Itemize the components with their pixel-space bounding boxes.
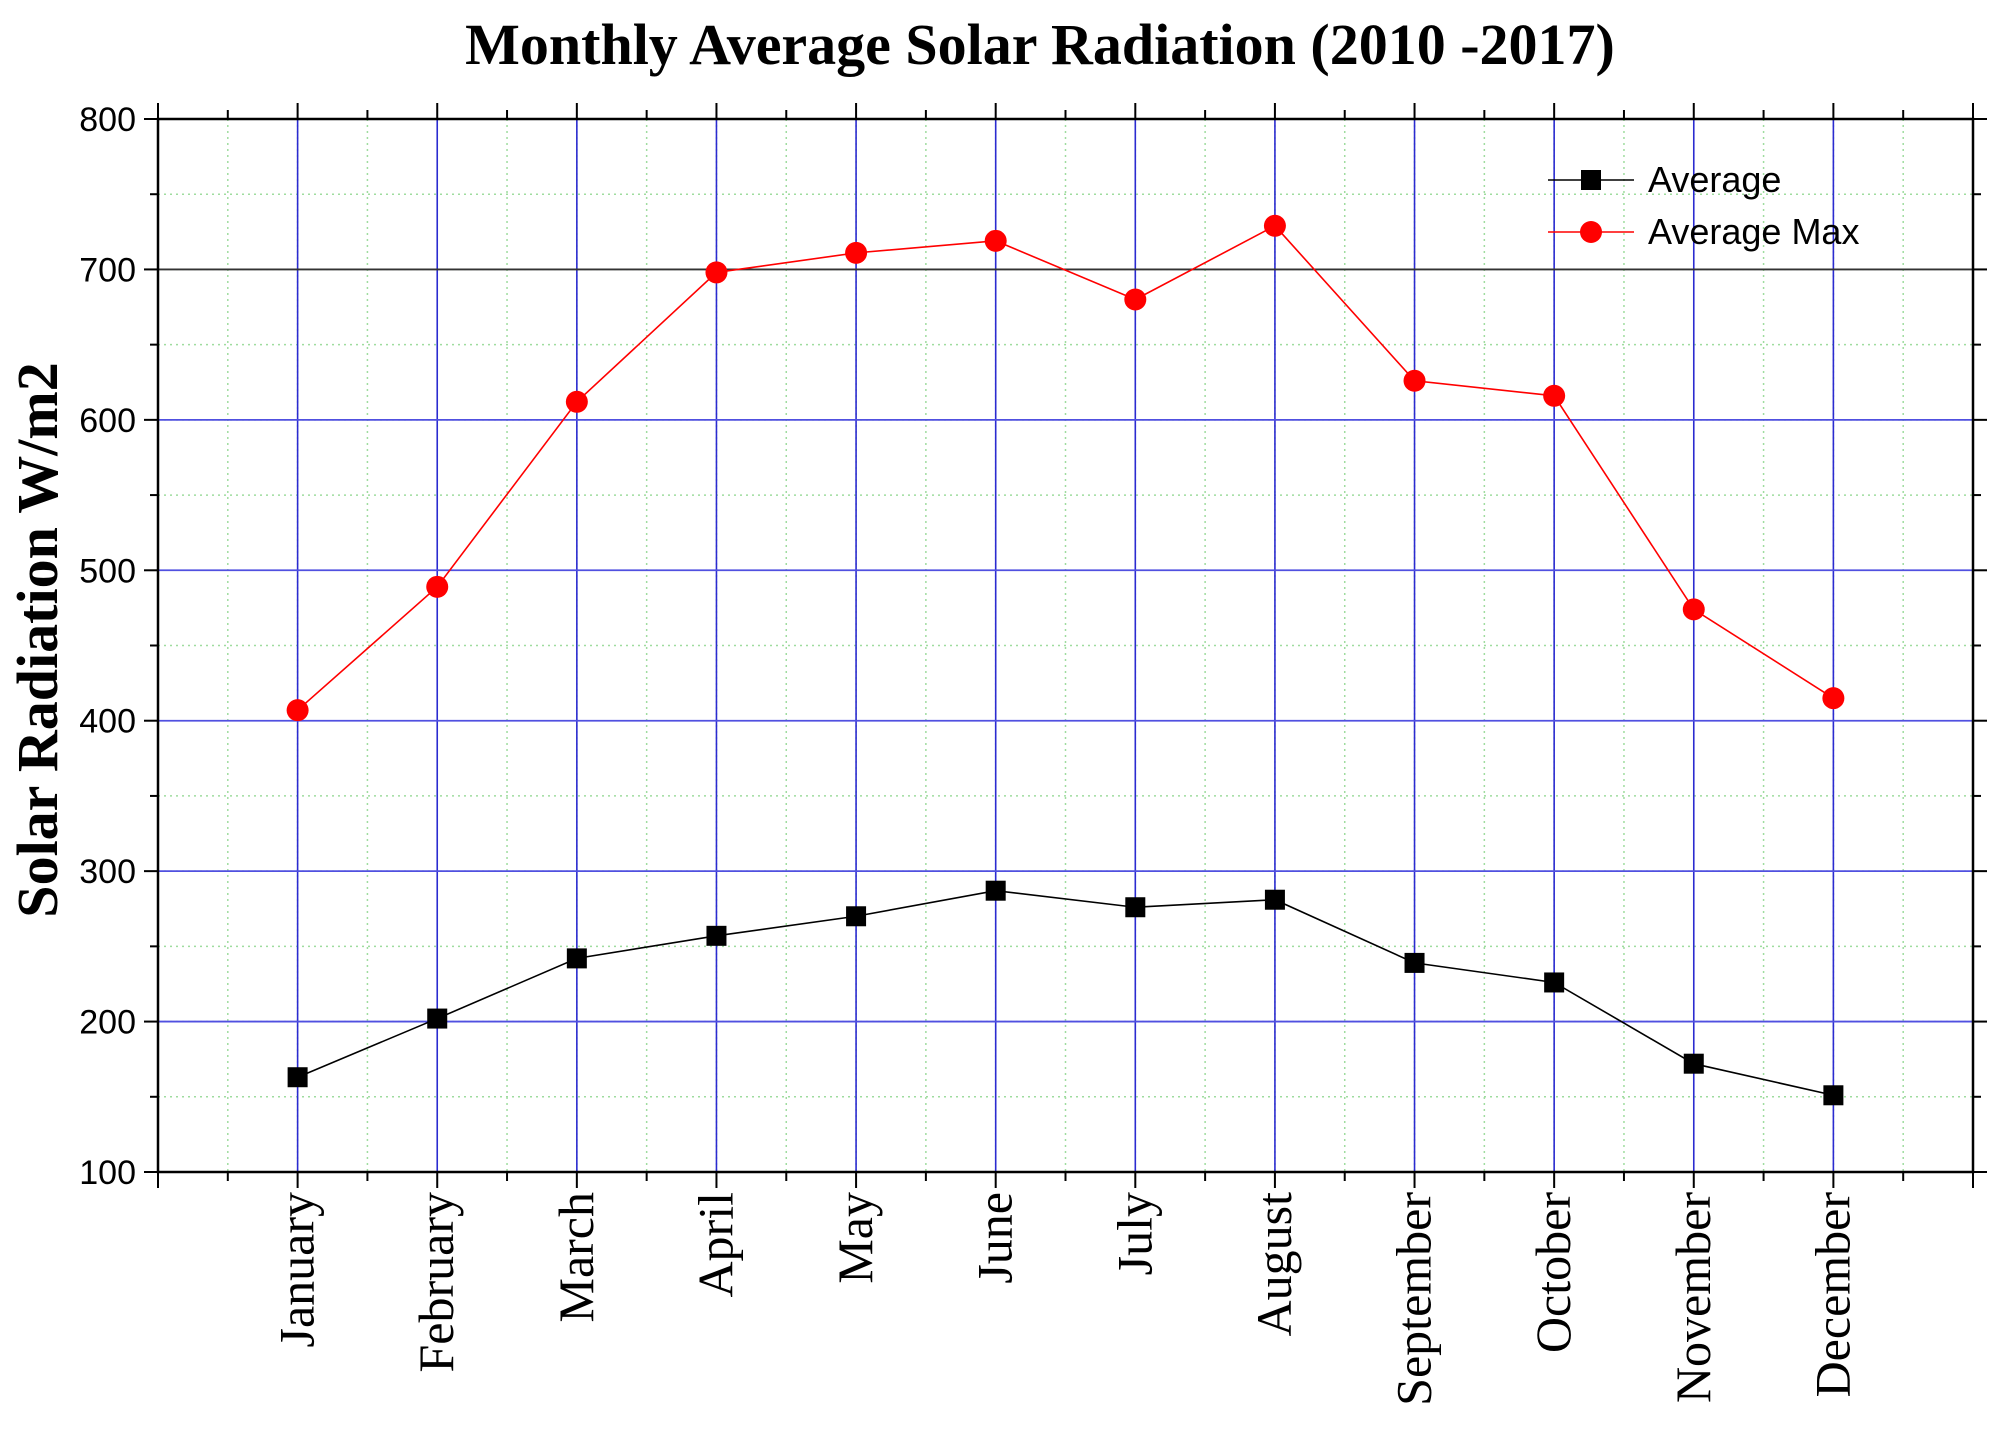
grid [157, 118, 1974, 1173]
x-tick-label: February [408, 1192, 464, 1373]
legend-label: Average [1648, 159, 1781, 200]
data-point [1822, 687, 1845, 710]
x-tick-label: October [1525, 1192, 1581, 1353]
data-point [705, 261, 728, 284]
legend-label: Average Max [1648, 211, 1859, 252]
x-tick-label: November [1665, 1192, 1721, 1403]
data-point [985, 880, 1006, 901]
data-point [1823, 1085, 1844, 1106]
data-point [1403, 369, 1426, 392]
data-point [1263, 214, 1286, 237]
y-axis-label: Solar Radiation W/m2 [5, 362, 70, 917]
x-tick-label: June [967, 1192, 1023, 1284]
data-point [566, 948, 587, 969]
data-point [1124, 288, 1147, 311]
x-tick-label: August [1246, 1192, 1302, 1337]
x-tick-label: March [548, 1192, 604, 1323]
legend-item: Average Max [1548, 211, 1859, 252]
series [286, 214, 1845, 1106]
axes [144, 103, 1987, 1188]
y-tick-label: 100 [79, 1154, 136, 1192]
legend-marker [1580, 221, 1602, 243]
x-tick-label: April [687, 1192, 743, 1298]
y-tick-label: 400 [79, 703, 136, 741]
y-tick-label: 600 [79, 402, 136, 440]
x-tick-label: July [1106, 1192, 1162, 1275]
legend-item: Average [1548, 159, 1781, 200]
data-point [845, 241, 868, 264]
series-line [297, 889, 1834, 1097]
data-point [1683, 1053, 1704, 1074]
y-tick-label: 300 [79, 853, 136, 891]
data-point [1682, 598, 1705, 621]
chart-title: Monthly Average Solar Radiation (2010 -2… [465, 12, 1615, 77]
data-point [1543, 384, 1566, 407]
data-point [1544, 972, 1565, 993]
y-tick-label: 800 [79, 101, 136, 139]
legend: Average Average Max [1548, 159, 1859, 252]
x-tick-label: January [269, 1192, 325, 1348]
data-point [286, 699, 309, 722]
data-point [846, 906, 867, 927]
legend-marker [1581, 170, 1601, 190]
data-point [1404, 952, 1425, 973]
tick-labels: 100 200 300 400 500 600 700 800 January February M… [79, 101, 1860, 1406]
y-tick-label: 500 [79, 552, 136, 590]
data-point [427, 1008, 448, 1029]
x-tick-label: December [1804, 1192, 1860, 1398]
y-tick-label: 200 [79, 1004, 136, 1042]
data-point [1125, 897, 1146, 918]
series-average-max [286, 214, 1845, 722]
x-tick-label: September [1386, 1192, 1442, 1406]
data-point [287, 1067, 308, 1088]
data-point [426, 575, 449, 598]
series-line [297, 224, 1834, 711]
data-point [565, 390, 588, 413]
data-point [1264, 889, 1285, 910]
y-tick-label: 700 [79, 251, 136, 289]
data-point [706, 925, 727, 946]
series-average [287, 880, 1844, 1106]
data-point [984, 229, 1007, 252]
x-tick-label: May [827, 1192, 883, 1284]
